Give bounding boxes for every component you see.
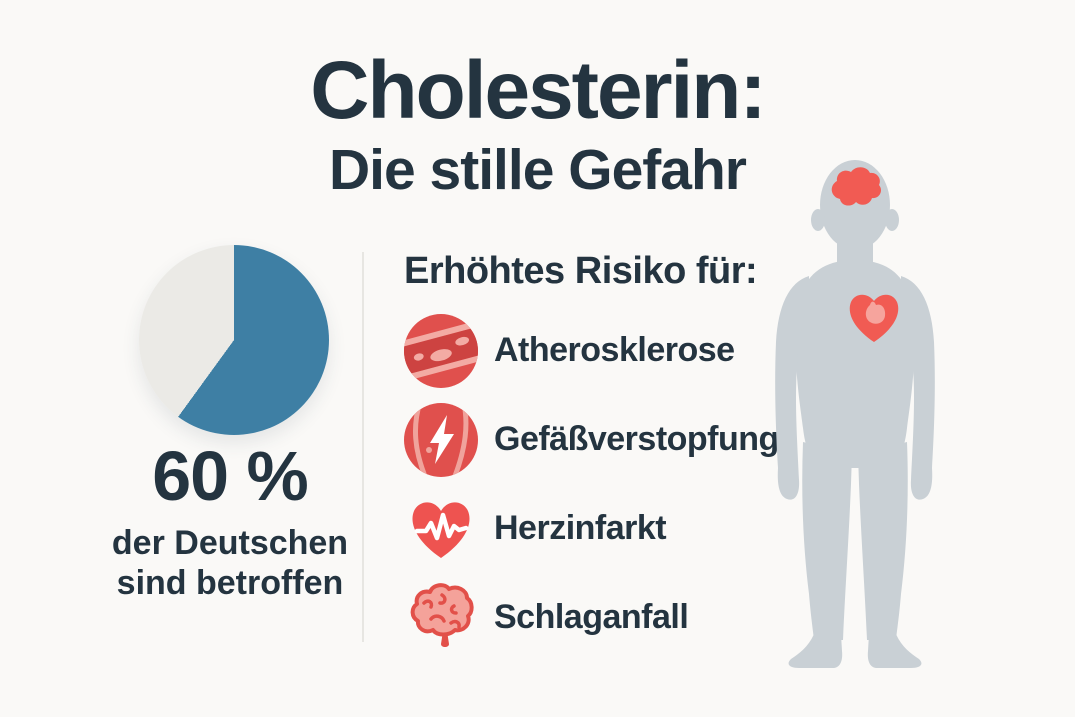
vessel-blockage-icon xyxy=(404,402,478,477)
heart-ecg-icon xyxy=(404,492,478,566)
stat-description-line2: sind betroffen xyxy=(116,564,344,603)
heart-marker-icon xyxy=(849,294,899,342)
risk-item-label: Gefäßverstopfung xyxy=(494,420,779,459)
statistic-block: 60 % der Deutschen sind betroffen xyxy=(80,441,380,603)
pie-chart xyxy=(139,245,329,435)
risk-item-label: Schlaganfall xyxy=(494,598,689,637)
brain-marker-icon xyxy=(831,167,882,206)
page-title: Cholesterin: xyxy=(310,45,766,136)
risk-item-gefaessverstopfung: Gefäßverstopfung xyxy=(404,402,779,477)
risks-heading: Erhöhtes Risiko für: xyxy=(404,250,758,292)
brain-icon xyxy=(404,581,478,655)
risk-item-label: Atherosklerose xyxy=(494,331,735,370)
risk-item-atherosklerose: Atherosklerose xyxy=(404,313,774,388)
risk-section: Erhöhtes Risiko für: Atheroskleros xyxy=(404,250,779,670)
stat-description-line1: der Deutschen xyxy=(111,524,349,562)
human-silhouette xyxy=(763,150,955,675)
stat-description: der Deutschen sind betroffen xyxy=(80,523,380,603)
page-subtitle: Die stille Gefahr xyxy=(329,138,747,202)
risk-item-schlaganfall: Schlaganfall xyxy=(404,581,774,655)
stat-value: 60 % xyxy=(152,437,309,515)
risk-item-label: Herzinfarkt xyxy=(494,509,667,548)
title-block: Cholesterin: Die stille Gefahr xyxy=(0,50,1075,199)
artery-plaque-icon xyxy=(404,313,478,388)
risk-item-herzinfarkt: Herzinfarkt xyxy=(404,492,774,566)
section-divider xyxy=(362,252,364,642)
